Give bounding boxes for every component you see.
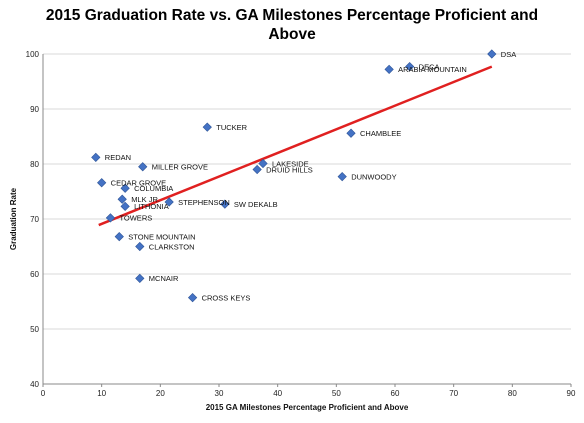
trendline-layer (98, 65, 493, 227)
data-label: COLUMBIA (134, 184, 173, 193)
data-label: DSA (501, 50, 516, 59)
data-point (91, 152, 101, 163)
data-point (138, 162, 148, 172)
data-label: CEDAR GROVE (111, 179, 166, 188)
data-point (135, 241, 145, 252)
chart-title: 2015 Graduation Rate vs. GA Milestones P… (0, 6, 584, 44)
data-label: REDAN (105, 153, 131, 162)
x-tick-label: 60 (391, 389, 400, 398)
data-point (187, 293, 198, 303)
data-point (220, 199, 230, 209)
trendline (98, 65, 493, 227)
y-tick-label: 60 (30, 270, 39, 279)
data-point (117, 194, 127, 204)
data-label: STEPHENSON (178, 198, 230, 207)
data-label: MILLER GROVE (152, 163, 208, 172)
y-tick-label: 70 (30, 215, 39, 224)
data-point (346, 128, 356, 138)
data-point (405, 62, 415, 72)
data-point (114, 231, 124, 242)
data-label: CHAMBLEE (360, 129, 401, 138)
x-tick-label: 80 (508, 389, 517, 398)
data-label: ARABIA MOUNTAIN (398, 65, 467, 74)
data-label: LAKESIDE (272, 159, 309, 168)
data-point (105, 213, 116, 223)
data-label: DECA (419, 62, 440, 71)
data-label: MCNAIR (149, 274, 179, 283)
data-point (97, 178, 107, 188)
data-label: TUCKER (216, 123, 247, 132)
data-label: MLK JR. (131, 195, 160, 204)
data-point (164, 197, 174, 207)
x-tick-label: 70 (449, 389, 458, 398)
chart-title-line1: 2015 Graduation Rate vs. GA Milestones P… (45, 7, 539, 24)
data-label: DRUID HILLS (266, 165, 313, 174)
y-tick-label: 100 (26, 50, 40, 59)
data-label: STONE MOUNTAIN (128, 232, 195, 241)
data-point (120, 201, 130, 211)
data-point (258, 158, 268, 169)
y-tick-label: 50 (30, 325, 39, 334)
y-tick-label: 80 (30, 160, 39, 169)
data-label: CROSS KEYS (202, 293, 251, 302)
axes: 40 50 60 70 80 90 100 0 10 20 30 40 50 60 70 80 90 (26, 50, 576, 398)
data-point (487, 49, 497, 59)
x-tick-label: 30 (215, 389, 224, 398)
y-tick-label: 40 (30, 380, 39, 389)
chart-title-line2: Above (268, 26, 316, 43)
data-point (384, 64, 394, 75)
x-tick-label: 10 (97, 389, 106, 398)
data-label: LITHONIA (134, 202, 169, 211)
data-point (252, 164, 262, 175)
y-axis-title: Graduation Rate (9, 187, 18, 250)
data-point (135, 273, 145, 284)
data-point (337, 172, 347, 182)
x-tick-label: 50 (332, 389, 341, 398)
x-tick-label: 90 (567, 389, 576, 398)
data-label: TOWERS (119, 214, 152, 223)
data-label: DUNWOODY (351, 172, 396, 181)
y-tick-label: 90 (30, 105, 39, 114)
data-point (202, 122, 212, 132)
data-points (91, 49, 497, 303)
x-axis-title: 2015 GA Milestones Percentage Proficient… (206, 403, 409, 412)
data-point (120, 183, 130, 193)
x-tick-label: 40 (273, 389, 282, 398)
data-label: SW DEKALB (234, 200, 278, 209)
data-label: CLARKSTON (149, 242, 195, 251)
x-tick-label: 0 (41, 389, 46, 398)
x-tick-label: 20 (156, 389, 165, 398)
